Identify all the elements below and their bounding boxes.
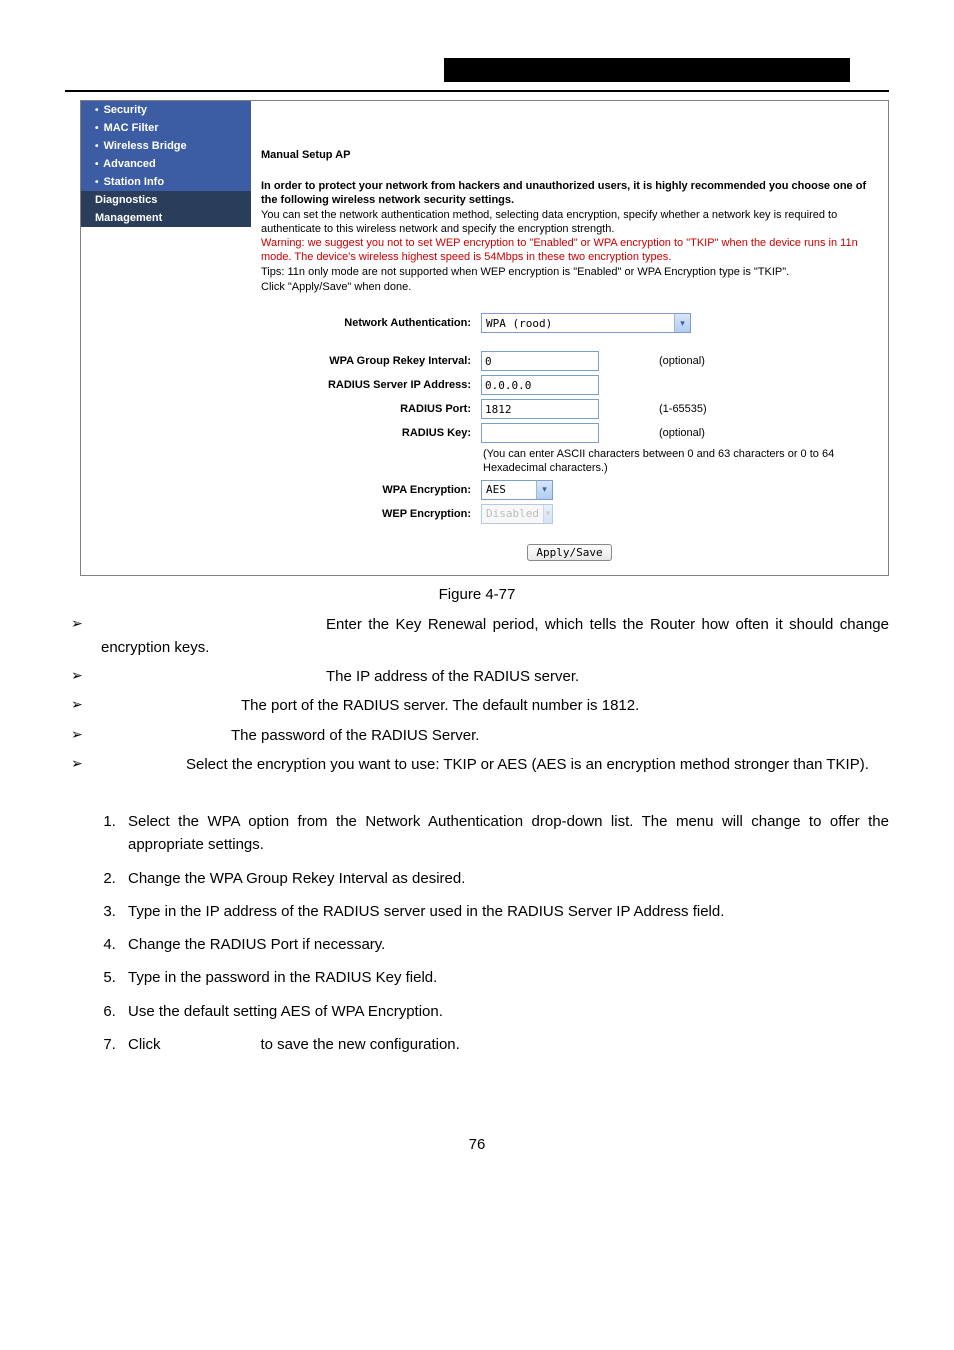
desc-text: The password of the RADIUS Server. [101,724,889,747]
content-panel: Manual Setup AP In order to protect your… [251,101,888,575]
rekey-label: WPA Group Rekey Interval: [261,355,481,367]
rekey-input[interactable] [481,351,599,371]
steps-list: Select the WPA option from the Network A… [65,810,889,1056]
radius-port-note: (1-65535) [659,403,707,415]
desc-item-radius-key: ➢ The password of the RADIUS Server. [71,724,889,747]
page: • Security • MAC Filter • Wireless Bridg… [0,0,954,1183]
step-4: Change the RADIUS Port if necessary. [120,933,889,956]
desc-text: Select the encryption you want to use: T… [101,753,889,776]
sidebar-item-security[interactable]: • Security [81,101,251,119]
step-2: Change the WPA Group Rekey Interval as d… [120,867,889,890]
ascii-note: (You can enter ASCII characters between … [483,447,878,476]
arrow-bullet-icon: ➢ [71,613,101,660]
chevron-down-icon: ▾ [674,314,690,332]
step-6: Use the default setting AES of WPA Encry… [120,1000,889,1023]
sidebar-item-wireless-bridge[interactable]: • Wireless Bridge [81,137,251,155]
tips-text: Tips: 11n only mode are not supported wh… [261,265,878,279]
sidebar-item-mac-filter[interactable]: • MAC Filter [81,119,251,137]
wep-enc-label: WEP Encryption: [261,508,481,520]
wpa-enc-value: AES [482,483,536,496]
intro-bold-text: In order to protect your network from ha… [261,179,878,208]
radius-port-input[interactable] [481,399,599,419]
radius-port-label: RADIUS Port: [261,403,481,415]
sidebar: • Security • MAC Filter • Wireless Bridg… [81,101,251,575]
bullet-icon: • [95,159,99,170]
arrow-bullet-icon: ➢ [71,665,101,688]
apply-save-button[interactable]: Apply/Save [527,544,611,561]
sidebar-item-station-info[interactable]: • Station Info [81,173,251,191]
sidebar-label: Station Info [104,176,165,188]
network-auth-row: Network Authentication: WPA (rood) ▾ [261,313,878,333]
wep-enc-row: WEP Encryption: Disabled ▾ [261,504,878,524]
desc-item-radius-ip: ➢ The IP address of the RADIUS server. [71,665,889,688]
sidebar-label: Management [95,212,162,224]
step-1: Select the WPA option from the Network A… [120,810,889,857]
radius-key-input[interactable] [481,423,599,443]
radius-ip-row: RADIUS Server IP Address: [261,375,878,395]
radius-key-label: RADIUS Key: [261,427,481,439]
bullet-icon: • [95,141,99,152]
wep-enc-value: Disabled [482,507,543,520]
step-5: Type in the password in the RADIUS Key f… [120,966,889,989]
warning-text: Warning: we suggest you not to set WEP e… [261,236,878,265]
desc-item-wpa-enc: ➢ Select the encryption you want to use:… [71,753,889,776]
network-auth-select[interactable]: WPA (rood) ▾ [481,313,691,333]
chevron-down-icon: ▾ [543,505,552,523]
click-save-text: Click "Apply/Save" when done. [261,281,878,293]
horizontal-rule [65,90,889,92]
radius-key-row: RADIUS Key: (optional) [261,423,878,443]
sidebar-item-diagnostics[interactable]: Diagnostics [81,191,251,209]
desc-item-radius-port: ➢ The port of the RADIUS server. The def… [71,694,889,717]
figure-caption: Figure 4-77 [65,586,889,603]
sidebar-label: Security [104,104,147,116]
radius-key-note: (optional) [659,427,705,439]
desc-text: The port of the RADIUS server. The defau… [101,694,889,717]
radius-ip-label: RADIUS Server IP Address: [261,379,481,391]
sidebar-item-advanced[interactable]: • Advanced [81,155,251,173]
desc-item-rekey: ➢ Enter the Key Renewal period, which te… [71,613,889,660]
bullet-icon: • [95,177,99,188]
panel-title: Manual Setup AP [261,149,878,161]
wpa-enc-row: WPA Encryption: AES ▾ [261,480,878,500]
sidebar-label: Wireless Bridge [104,140,187,152]
sidebar-label: Advanced [103,158,156,170]
sidebar-label: MAC Filter [104,122,159,134]
step-3: Type in the IP address of the RADIUS ser… [120,900,889,923]
arrow-bullet-icon: ➢ [71,724,101,747]
page-number: 76 [65,1136,889,1153]
wpa-enc-select[interactable]: AES ▾ [481,480,553,500]
wpa-enc-label: WPA Encryption: [261,484,481,496]
arrow-bullet-icon: ➢ [71,753,101,776]
rekey-row: WPA Group Rekey Interval: (optional) [261,351,878,371]
network-auth-label: Network Authentication: [261,317,481,329]
radius-port-row: RADIUS Port: (1-65535) [261,399,878,419]
step-7: Clickto save the new configuration. [120,1033,889,1056]
rekey-note: (optional) [659,355,705,367]
chevron-down-icon: ▾ [536,481,552,499]
wep-enc-select: Disabled ▾ [481,504,553,524]
description-list: ➢ Enter the Key Renewal period, which te… [65,613,889,777]
sidebar-label: Diagnostics [95,194,157,206]
desc-text: Enter the Key Renewal period, which tell… [101,613,889,660]
radius-ip-input[interactable] [481,375,599,395]
arrow-bullet-icon: ➢ [71,694,101,717]
router-screenshot: • Security • MAC Filter • Wireless Bridg… [80,100,889,576]
desc-text: The IP address of the RADIUS server. [101,665,889,688]
bullet-icon: • [95,105,99,116]
sidebar-item-management[interactable]: Management [81,209,251,227]
bullet-icon: • [95,123,99,134]
intro-normal-text: You can set the network authentication m… [261,208,878,237]
network-auth-value: WPA (rood) [482,317,674,330]
header-black-bar [444,58,850,82]
